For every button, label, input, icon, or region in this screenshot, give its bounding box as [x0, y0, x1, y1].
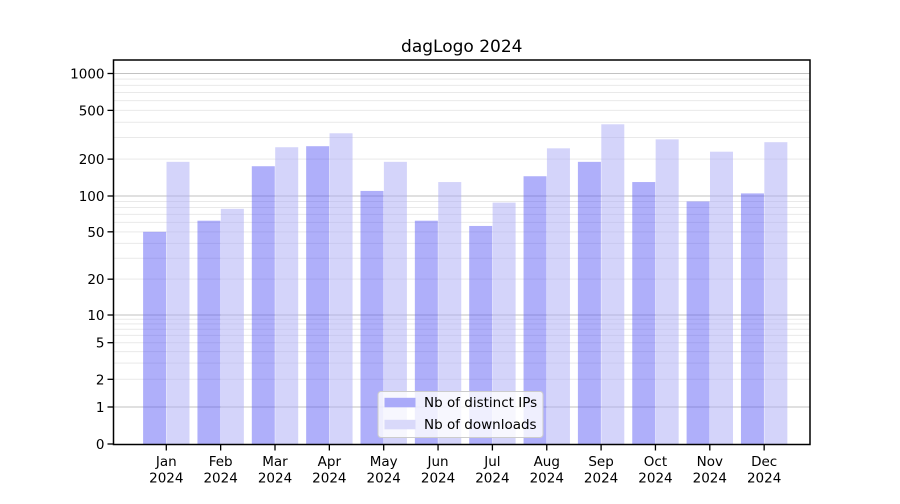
bar-nb-of-downloads-aug: [546, 148, 570, 444]
x-tick-label-feb: Feb: [209, 454, 233, 470]
bar-nb-of-distinct-ips-feb: [197, 220, 221, 444]
y-tick-label-100: 100: [79, 189, 105, 205]
x-tick-label-sep: Sep: [588, 454, 613, 470]
plot-frame: [112, 59, 811, 446]
y-tick-label-10: 10: [87, 308, 104, 324]
x-tick-year-apr: 2024: [312, 471, 346, 487]
bar-nb-of-distinct-ips-mar: [251, 166, 275, 444]
bar-nb-of-downloads-sep: [601, 124, 625, 444]
bar-nb-of-downloads-nov: [710, 151, 733, 444]
x-tick-year-jun: 2024: [421, 471, 455, 487]
y-tick-label-1: 1: [96, 400, 105, 416]
x-tick-label-nov: Nov: [697, 454, 723, 470]
y-tick-label-1000: 1000: [70, 67, 104, 83]
x-tick-label-oct: Oct: [644, 454, 667, 470]
bar-nb-of-distinct-ips-dec: [740, 193, 764, 444]
legend-swatch-nb-of-downloads: [384, 419, 416, 430]
bar-nb-of-downloads-apr: [329, 133, 353, 444]
y-tick-label-500: 500: [79, 103, 105, 119]
bar-nb-of-distinct-ips-jan: [143, 231, 167, 444]
x-tick-label-jul: Jul: [483, 454, 500, 470]
bar-nb-of-downloads-jul: [492, 202, 516, 444]
x-tick-label-may: May: [370, 454, 398, 470]
x-tick-year-dec: 2024: [747, 471, 781, 487]
bar-nb-of-distinct-ips-jun: [414, 220, 438, 444]
x-tick-label-apr: Apr: [318, 454, 342, 470]
legend-label-nb-of-distinct-ips: Nb of distinct IPs: [424, 395, 537, 411]
x-tick-label-dec: Dec: [751, 454, 777, 470]
bar-nb-of-distinct-ips-nov: [686, 201, 710, 444]
y-tick-label-5: 5: [96, 336, 105, 352]
bar-nb-of-downloads-mar: [275, 147, 299, 444]
bar-nb-of-distinct-ips-sep: [577, 161, 601, 445]
x-tick-label-mar: Mar: [262, 454, 288, 470]
x-tick-year-mar: 2024: [258, 471, 292, 487]
x-tick-year-oct: 2024: [638, 471, 672, 487]
x-tick-year-nov: 2024: [693, 471, 727, 487]
bar-nb-of-distinct-ips-apr: [306, 146, 330, 444]
bar-nb-of-distinct-ips-jul: [469, 225, 493, 444]
bar-nb-of-downloads-dec: [764, 142, 788, 444]
x-tick-year-may: 2024: [367, 471, 401, 487]
x-tick-label-jun: Jun: [427, 454, 449, 470]
legend-swatch-nb-of-distinct-ips: [384, 397, 416, 408]
x-tick-year-jan: 2024: [149, 471, 183, 487]
legend-label-nb-of-downloads: Nb of downloads: [424, 417, 537, 433]
y-tick-label-50: 50: [87, 225, 104, 241]
x-tick-label-jan: Jan: [155, 454, 177, 470]
bar-nb-of-downloads-may: [383, 161, 407, 445]
y-tick-label-0: 0: [96, 437, 105, 453]
bar-nb-of-downloads-oct: [655, 139, 679, 444]
x-tick-year-jul: 2024: [475, 471, 509, 487]
x-tick-year-sep: 2024: [584, 471, 618, 487]
x-tick-label-aug: Aug: [534, 454, 560, 470]
bar-nb-of-downloads-jun: [438, 182, 462, 445]
x-tick-year-aug: 2024: [530, 471, 564, 487]
y-tick-label-200: 200: [79, 152, 105, 168]
bar-nb-of-distinct-ips-aug: [523, 176, 547, 444]
legend-box: [377, 391, 544, 438]
y-tick-label-2: 2: [96, 372, 105, 388]
bar-nb-of-distinct-ips-oct: [632, 182, 656, 445]
bar-nb-of-downloads-jan: [166, 161, 190, 445]
bar-nb-of-distinct-ips-may: [360, 190, 384, 444]
bar-nb-of-downloads-feb: [220, 208, 244, 444]
chart-title: dagLogo 2024: [401, 37, 522, 57]
y-tick-label-20: 20: [87, 272, 104, 288]
x-tick-year-feb: 2024: [203, 471, 237, 487]
